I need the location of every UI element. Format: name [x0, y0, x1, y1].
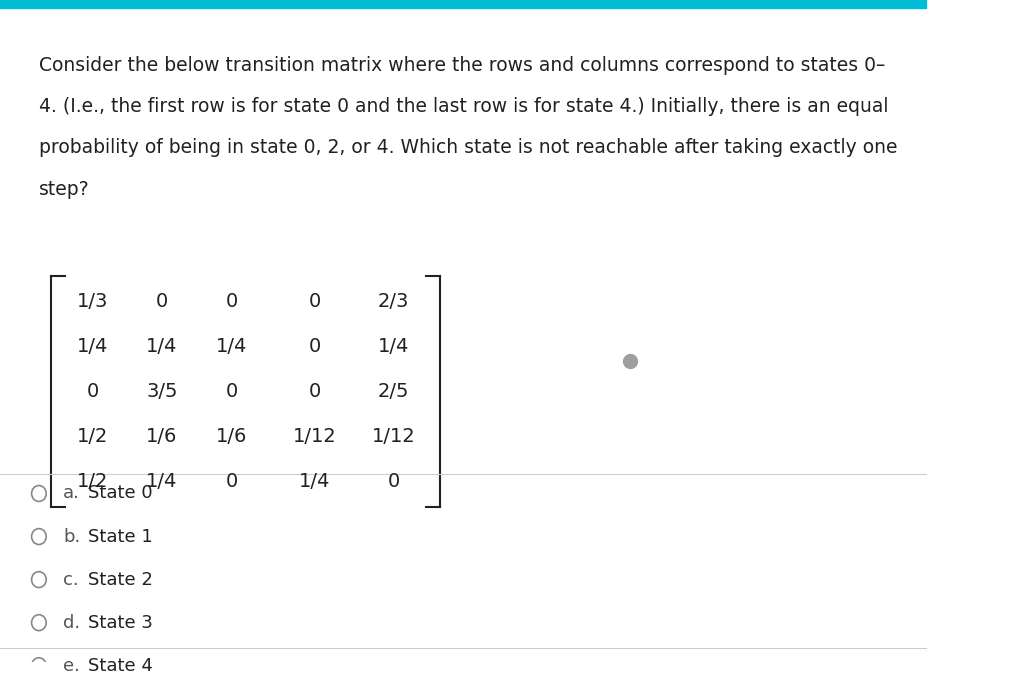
Text: a.: a.: [62, 485, 80, 503]
Text: 1/2: 1/2: [77, 427, 109, 446]
Text: Consider the below transition matrix where the rows and columns correspond to st: Consider the below transition matrix whe…: [39, 57, 885, 75]
Text: e.: e.: [62, 656, 80, 674]
Text: 0: 0: [308, 382, 321, 401]
Text: 2/3: 2/3: [378, 292, 410, 311]
Text: 0: 0: [86, 382, 98, 401]
Text: 1/6: 1/6: [216, 427, 247, 446]
Text: 1/4: 1/4: [216, 337, 247, 356]
Text: 0: 0: [308, 292, 321, 311]
Text: 1/4: 1/4: [77, 337, 109, 356]
Text: State 1: State 1: [88, 528, 153, 545]
Text: probability of being in state 0, 2, or 4. Which state is not reachable after tak: probability of being in state 0, 2, or 4…: [39, 138, 897, 158]
Text: c.: c.: [62, 571, 79, 588]
Text: 0: 0: [387, 472, 399, 491]
Text: 0: 0: [156, 292, 168, 311]
Text: 2/5: 2/5: [378, 382, 410, 401]
Text: 1/4: 1/4: [299, 472, 331, 491]
Text: 1/4: 1/4: [146, 337, 178, 356]
Text: 0: 0: [308, 337, 321, 356]
Text: State 3: State 3: [88, 613, 153, 632]
Text: d.: d.: [62, 613, 80, 632]
Text: State 4: State 4: [88, 656, 153, 674]
Text: 0: 0: [225, 382, 238, 401]
Text: 3/5: 3/5: [146, 382, 178, 401]
Text: 1/12: 1/12: [372, 427, 416, 446]
Text: 0: 0: [225, 472, 238, 491]
Text: State 0: State 0: [88, 485, 153, 503]
Bar: [0, 0, 926, 8]
Text: 1/2: 1/2: [77, 472, 109, 491]
Text: b.: b.: [62, 528, 80, 545]
Text: 1/6: 1/6: [146, 427, 178, 446]
Text: 1/4: 1/4: [378, 337, 410, 356]
Text: State 2: State 2: [88, 571, 153, 588]
Text: 1/4: 1/4: [146, 472, 178, 491]
Text: 0: 0: [225, 292, 238, 311]
Text: 1/3: 1/3: [77, 292, 109, 311]
Text: step?: step?: [39, 179, 89, 199]
Text: 4. (I.e., the first row is for state 0 and the last row is for state 4.) Initial: 4. (I.e., the first row is for state 0 a…: [39, 97, 889, 117]
Text: 1/12: 1/12: [293, 427, 337, 446]
